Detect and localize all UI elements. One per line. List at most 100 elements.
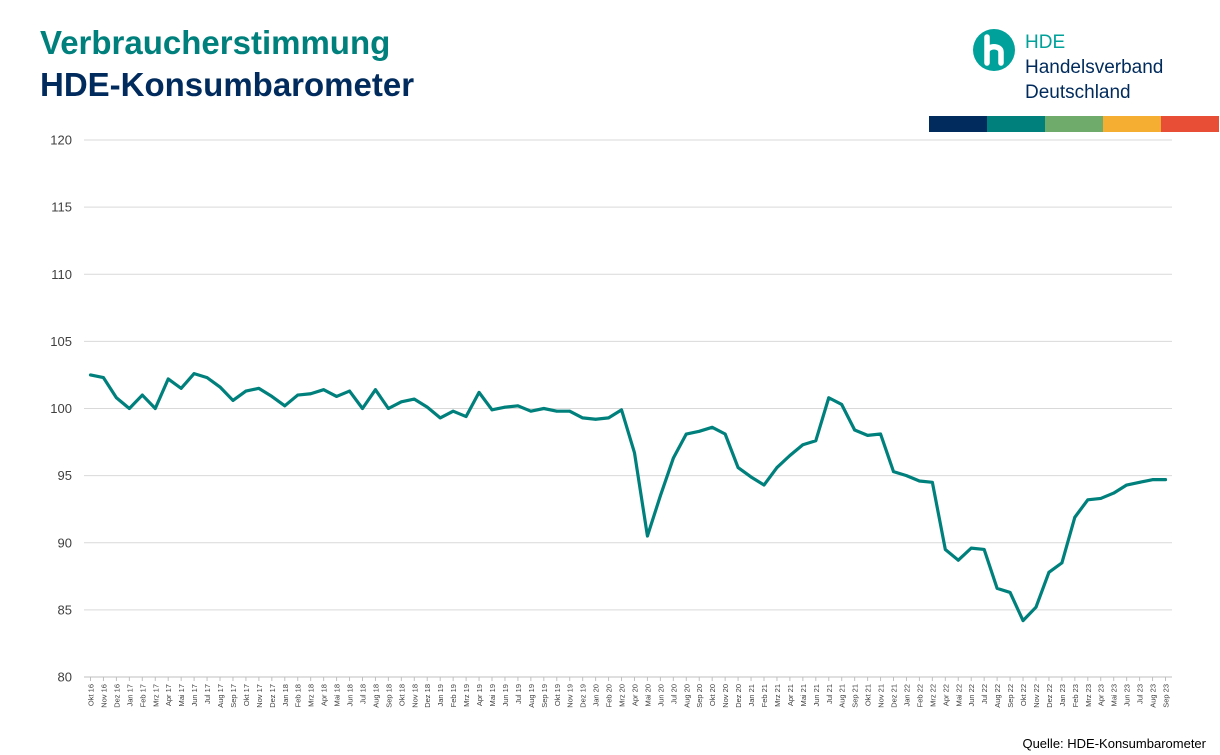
x-tick-label: Apr 20: [630, 684, 639, 706]
data-point: [451, 409, 455, 413]
x-tick-label: Dez 21: [890, 684, 899, 708]
color-bar-segment: [1161, 116, 1219, 132]
x-tick-label: Apr 23: [1097, 684, 1106, 706]
hde-logo: HDE Handelsverband Deutschland: [972, 28, 1192, 103]
data-point: [555, 409, 559, 413]
x-tick-label: Nov 21: [877, 684, 886, 708]
data-point: [982, 548, 986, 551]
x-tick-label: Nov 17: [255, 684, 264, 708]
x-tick-label: Apr 19: [475, 684, 484, 706]
x-tick-label: Aug 17: [216, 684, 225, 708]
x-tick-label: Feb 21: [760, 684, 769, 707]
data-point: [827, 396, 831, 400]
data-point: [348, 389, 351, 393]
x-tick-label: Mai 20: [643, 684, 652, 707]
x-tick-label: Mrz 20: [618, 684, 627, 707]
x-tick-label: Jun 22: [967, 684, 976, 707]
x-tick-label: Jan 22: [902, 684, 911, 707]
data-point: [879, 432, 882, 436]
x-tick-label: Dez 18: [423, 684, 432, 708]
x-tick-label: Sep 17: [229, 684, 238, 708]
data-point: [386, 407, 390, 410]
data-point: [671, 456, 675, 460]
x-tick-label: Jun 18: [346, 684, 355, 707]
data-point: [697, 429, 701, 433]
x-tick-label: Feb 19: [449, 684, 458, 707]
data-point: [335, 395, 338, 398]
color-bar-segment: [1103, 116, 1161, 132]
x-tick-label: Jan 18: [281, 684, 290, 707]
data-point: [749, 475, 753, 479]
data-point: [956, 558, 960, 562]
data-point: [995, 586, 999, 590]
data-point: [788, 454, 792, 457]
data-point: [658, 494, 662, 498]
data-point: [1138, 480, 1141, 484]
y-axis-ticks: 80 85 90 95 100 105 110 115 120: [50, 133, 72, 685]
data-point: [814, 439, 818, 443]
x-tick-label: Mrz 18: [307, 684, 316, 707]
color-bar-segment: [1045, 116, 1103, 132]
data-point: [490, 408, 494, 412]
data-point: [762, 483, 766, 487]
data-point: [153, 407, 157, 410]
data-point: [607, 416, 610, 420]
y-tick-label: 120: [50, 133, 72, 148]
y-tick-label: 115: [51, 200, 72, 215]
data-point: [801, 443, 805, 447]
x-tick-label: Mai 19: [488, 684, 497, 707]
data-point: [1086, 498, 1090, 502]
x-tick-label: Mai 21: [799, 684, 808, 707]
data-point: [231, 399, 235, 402]
page-title: Verbraucherstimmung: [40, 24, 391, 61]
x-tick-label: Mrz 21: [773, 684, 782, 707]
x-tick-label: Okt 19: [553, 684, 562, 706]
x-tick-label: Jul 18: [358, 684, 367, 704]
y-tick-label: 105: [50, 334, 72, 349]
data-point: [710, 425, 714, 429]
data-point: [89, 373, 92, 377]
data-point: [425, 405, 429, 409]
x-tick-label: Feb 18: [294, 684, 303, 707]
data-point: [633, 451, 636, 455]
x-tick-label: Feb 23: [1071, 684, 1080, 707]
page-subtitle: HDE-Konsumbarometer: [40, 66, 415, 103]
data-point: [218, 385, 222, 389]
data-point: [1060, 561, 1064, 565]
x-tick-label: Aug 18: [371, 684, 380, 708]
x-tick-label: Jul 21: [825, 684, 834, 704]
x-tick-label: Jul 22: [980, 684, 989, 704]
x-tick-label: Jan 20: [592, 684, 601, 707]
x-tick-label: Aug 19: [527, 684, 536, 708]
logo-line-3: Deutschland: [1025, 82, 1131, 103]
x-tick-label: Okt 22: [1019, 684, 1028, 706]
x-tick-label: Feb 17: [138, 684, 147, 707]
data-point: [374, 388, 377, 392]
x-tick-label: Sep 21: [851, 684, 860, 708]
series-line: [88, 372, 1168, 623]
x-tick-label: Mai 18: [333, 684, 342, 707]
x-tick-label: Sep 22: [1006, 684, 1015, 708]
data-point: [684, 432, 688, 436]
x-tick-label: Nov 18: [410, 684, 419, 708]
data-point: [775, 466, 779, 469]
y-tick-label: 85: [58, 602, 72, 617]
data-point: [918, 479, 921, 483]
y-tick-label: 95: [58, 468, 72, 483]
data-point: [361, 407, 364, 410]
x-tick-label: Mai 23: [1110, 684, 1119, 707]
data-point: [102, 376, 105, 380]
x-tick-label: Jun 21: [812, 684, 821, 707]
x-tick-label: Dez 22: [1045, 684, 1054, 708]
data-point: [244, 389, 248, 393]
data-point: [296, 393, 300, 397]
x-tick-label: Dez 17: [268, 684, 277, 708]
data-point: [192, 372, 196, 375]
data-point: [309, 392, 313, 396]
x-tick-label: Mrz 23: [1084, 684, 1093, 707]
x-tick-label: Jan 17: [125, 684, 134, 707]
x-tick-label: Okt 20: [708, 684, 717, 706]
data-point: [1047, 570, 1051, 574]
data-point: [529, 409, 533, 413]
